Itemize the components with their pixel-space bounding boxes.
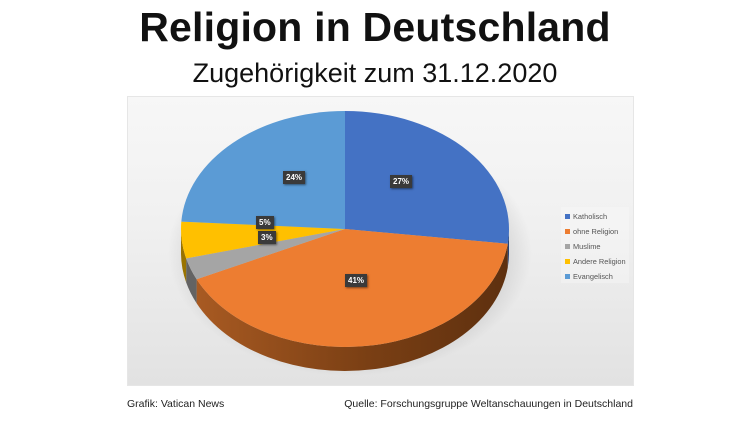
pie-slice-muslime: [186, 229, 345, 280]
legend-label: Evangelisch: [573, 272, 613, 281]
pie-slice-evangelisch: [181, 111, 345, 229]
legend-item-evangelisch: Evangelisch: [565, 272, 613, 281]
legend-swatch: [565, 259, 570, 264]
data-label-ohne-religion: 41%: [345, 274, 368, 287]
legend-item-muslime: Muslime: [565, 242, 601, 251]
legend-swatch: [565, 214, 570, 219]
data-label-evangelisch: 24%: [283, 171, 306, 184]
footer-credit: Grafik: Vatican News: [127, 398, 225, 410]
legend-item-ohne-religion: ohne Religion: [565, 227, 618, 236]
data-label-katholisch: 27%: [390, 175, 413, 188]
footer-source: Quelle: Forschungsgruppe Weltanschauunge…: [344, 398, 633, 410]
data-label-muslime: 3%: [258, 231, 276, 244]
pie-slice-ohne-religion: [196, 229, 508, 347]
pie-slice-katholisch: [345, 111, 509, 244]
chart-subtitle: Zugehörigkeit zum 31.12.2020: [192, 58, 558, 88]
legend-label: Muslime: [573, 242, 601, 251]
chart-title: Religion in Deutschland: [139, 4, 611, 50]
legend-item-andere-religion: Andere Religion: [565, 257, 626, 266]
legend-swatch: [565, 274, 570, 279]
legend-label: Katholisch: [573, 212, 608, 221]
legend-label: ohne Religion: [573, 227, 619, 236]
legend-item-katholisch: Katholisch: [565, 212, 607, 221]
legend-swatch: [565, 229, 570, 234]
legend-swatch: [565, 244, 570, 249]
chart-legend: Katholisch ohne Religion Muslime Andere …: [561, 207, 629, 283]
legend-label: Andere Religion: [573, 257, 626, 266]
data-label-andere-religion: 5%: [256, 216, 274, 229]
